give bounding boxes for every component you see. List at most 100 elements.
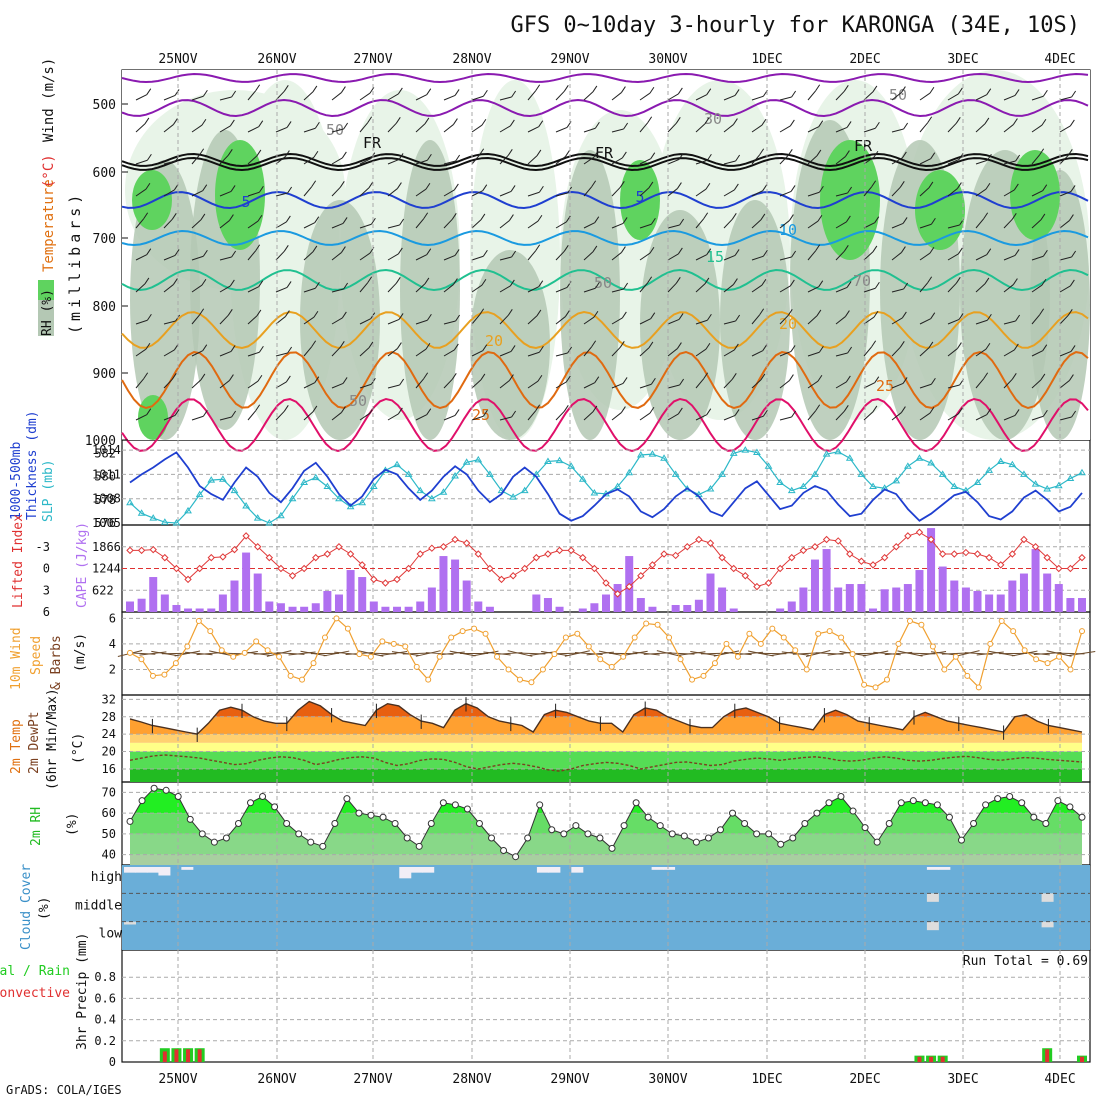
wind-barb — [555, 221, 567, 229]
wind-barb-10m — [266, 650, 292, 657]
li-point — [428, 544, 436, 552]
wind-barb — [219, 220, 230, 229]
li-point — [521, 564, 529, 573]
li-point — [137, 546, 146, 555]
wind-barb — [583, 251, 594, 261]
wind-barb-flag — [341, 151, 347, 159]
wind-speed-point — [528, 679, 535, 686]
wind-barb-flag — [1042, 89, 1048, 97]
wind-barb-flag — [397, 247, 403, 255]
wind-barb — [947, 224, 960, 229]
wind-barb-flag — [872, 85, 878, 93]
wind-barb — [163, 160, 176, 165]
thickness-tick: 580 — [94, 470, 116, 484]
wind-barb-flag — [677, 87, 683, 95]
cloud-high-gap — [536, 867, 549, 873]
wind-barb — [499, 350, 512, 357]
li-point — [741, 572, 750, 580]
wind-barb — [975, 254, 987, 261]
wind-barb — [639, 252, 651, 261]
wind-barb — [527, 220, 539, 229]
wind-barb-flag — [705, 342, 711, 350]
wind-barb — [611, 317, 623, 325]
slp-point — [567, 462, 576, 469]
wind-barb — [247, 410, 257, 421]
cape-bar — [799, 587, 808, 612]
rh2m-point — [753, 830, 761, 838]
wind-barb — [835, 192, 848, 197]
cloud-high-gap — [399, 867, 412, 879]
wind-barb-10m — [323, 650, 350, 657]
wind-barb — [751, 95, 764, 101]
wind-barb-flag — [619, 341, 625, 348]
wind-speed-point — [700, 672, 707, 679]
wind-barb-flag — [874, 376, 880, 383]
wind-barb-10m — [713, 650, 740, 657]
wind-barb — [163, 378, 173, 389]
rh2m-tick: 70 — [102, 785, 116, 799]
wind-barb-flag — [368, 341, 374, 349]
wind-barb — [387, 93, 399, 101]
rh2m-point — [584, 830, 592, 838]
wind-barb — [779, 220, 790, 229]
contour-label: 70 — [853, 272, 871, 290]
wind-barb — [723, 349, 735, 357]
wind-barb — [359, 92, 371, 101]
wind-barb-flag — [535, 404, 541, 412]
wind-barb-flag — [903, 122, 909, 130]
run-total: Run Total = 0.69 — [963, 954, 1088, 969]
wind-barb-flag — [762, 409, 768, 417]
wind-barb — [359, 252, 371, 261]
rh2m-point — [1030, 813, 1038, 821]
wind-barb — [1031, 379, 1042, 389]
wind-barb-flag — [482, 344, 488, 351]
temperature-unit-label: (°C) — [41, 154, 57, 188]
wind-barb-flag — [677, 247, 683, 255]
wind-barb-flag — [929, 86, 935, 94]
wind-barb-10m — [873, 651, 901, 656]
li-point — [323, 550, 332, 558]
precip-conv-bar — [929, 1056, 934, 1062]
wind-barb — [415, 348, 427, 357]
wind10-label-b: Speed — [29, 636, 44, 675]
wind-speed-point — [585, 643, 592, 650]
wind-barb — [695, 218, 705, 229]
wind-barb — [695, 414, 707, 421]
cape-bar — [1054, 584, 1063, 612]
li-point — [602, 579, 610, 587]
wind-barb — [499, 220, 510, 229]
wind-barb — [807, 155, 818, 165]
wind-barb-flag — [480, 373, 486, 381]
wind-barb-flag — [844, 310, 850, 317]
temperature-panel: 32 28 24 20 16 — [102, 692, 1090, 782]
rh2m-point — [247, 799, 255, 807]
precip-total-label: Total / Rain — [0, 964, 70, 979]
wind-barb-flag — [818, 185, 824, 193]
wind-barb-flag — [285, 375, 291, 383]
wind-barb-flag — [706, 88, 712, 95]
thickness-label-a: 1000-500mb — [9, 442, 24, 520]
wind-barb-flag — [228, 214, 234, 221]
wind-barb — [779, 285, 791, 293]
wind-barb — [499, 125, 511, 133]
date-label-top: 25NOV — [158, 52, 197, 67]
rh-area-moist — [620, 160, 660, 240]
slp-point — [903, 462, 912, 469]
wind-barb-flag — [453, 183, 459, 191]
li-point — [312, 553, 320, 562]
wind-speed-point — [138, 656, 145, 663]
upper-air-panel: FRFRFR55101520202525505030507050 — [121, 70, 1090, 453]
wind-speed-point — [734, 653, 741, 660]
wind-speed-point — [872, 684, 879, 691]
cape-bar — [636, 598, 645, 612]
wind-barb — [891, 346, 901, 357]
wind-barb-flag — [591, 340, 597, 348]
wind-speed-point — [620, 653, 627, 660]
wind-barb-flag — [734, 89, 740, 96]
wind-barb-flag — [202, 89, 208, 97]
wind-barb — [135, 218, 145, 229]
wind-barb-flag — [621, 151, 627, 159]
wind-barb — [835, 156, 846, 165]
pressure-levels: 500 600 700 800 900 1000 — [85, 98, 128, 449]
